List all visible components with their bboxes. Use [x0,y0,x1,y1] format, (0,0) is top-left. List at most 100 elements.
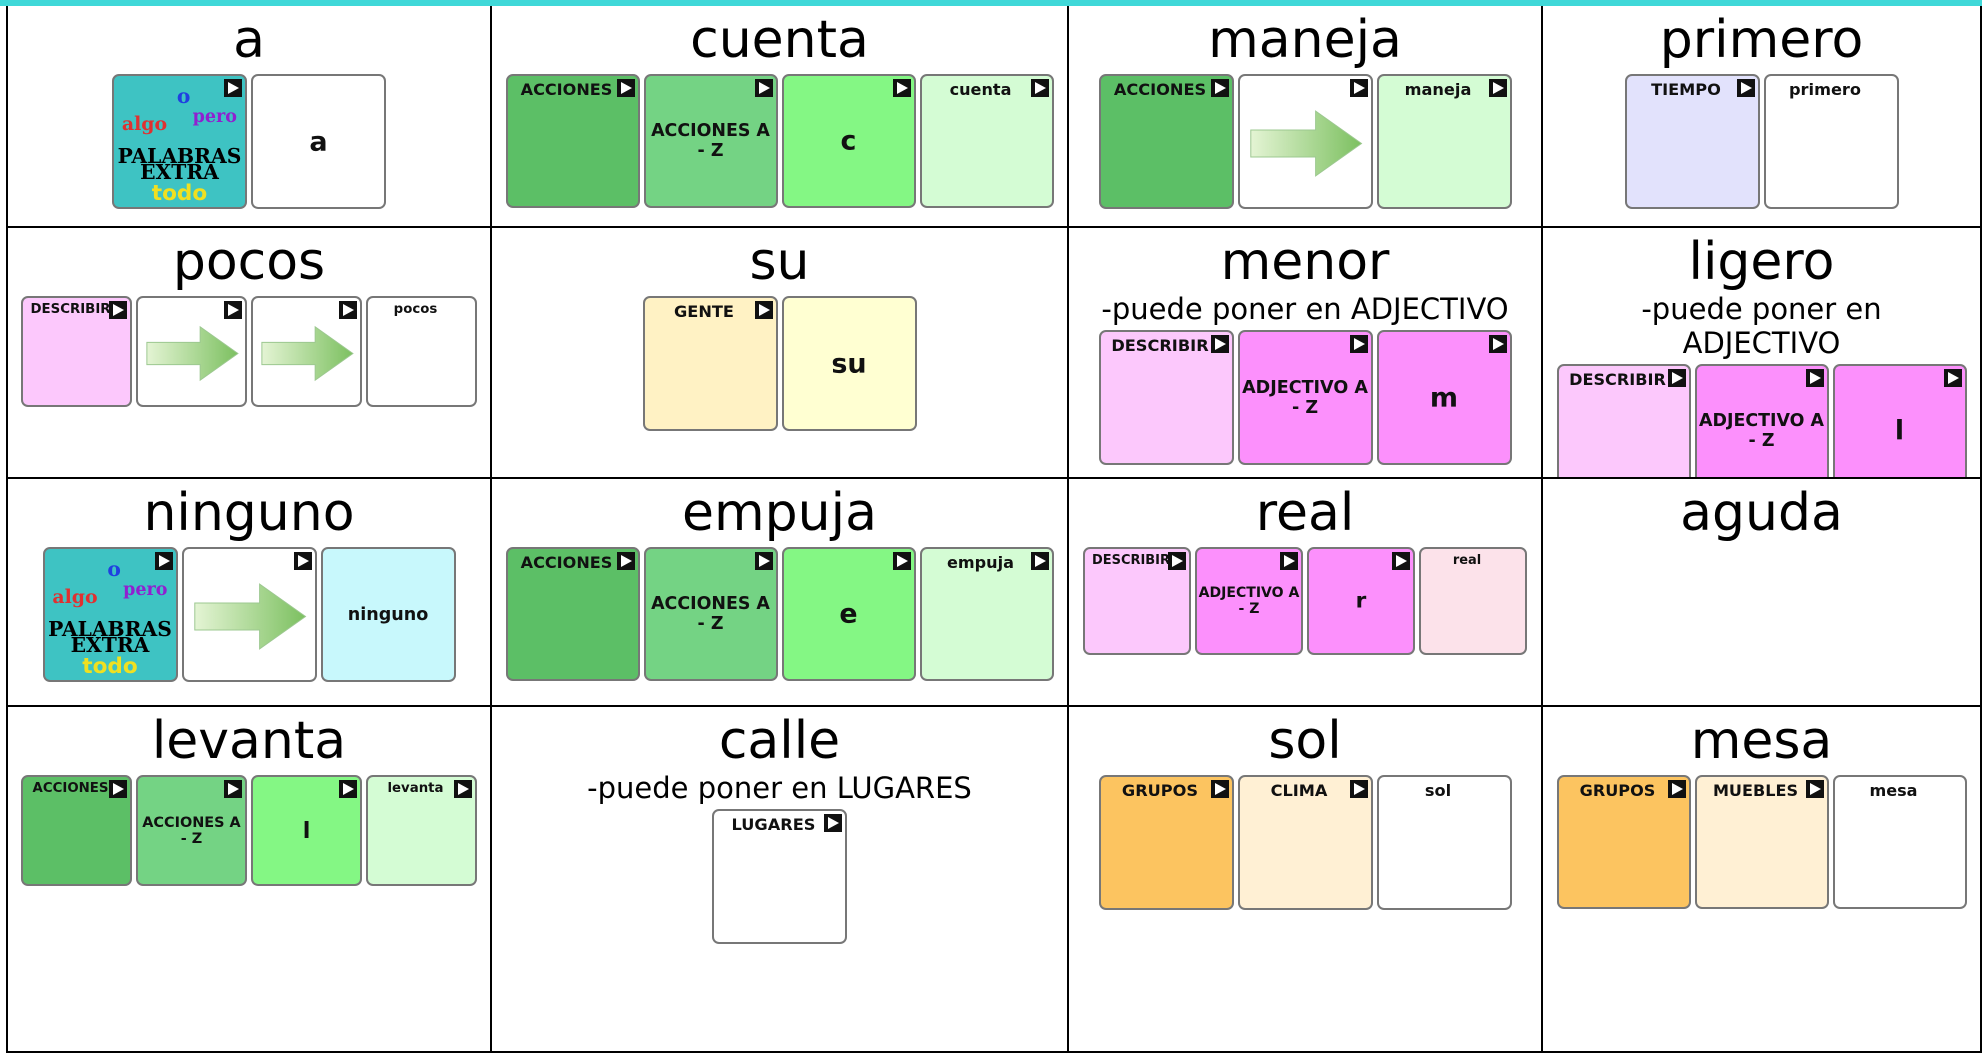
tile [1237,74,1373,209]
folder-icon [339,301,357,319]
tile-label: CLIMA [1270,781,1328,800]
folder-icon [1392,552,1410,570]
folder-icon [1030,79,1049,97]
tile: DESCRIBIR [21,296,132,407]
folder-icon [892,552,911,570]
folder-icon [109,301,127,319]
cell: maneja ACCIONES maneja [1069,6,1543,228]
folder-icon [1210,780,1229,798]
folder-icon [616,79,635,97]
folder-icon [1168,552,1186,570]
tile-label: DESCRIBIR [30,302,111,317]
cell: a o algo pero PALABRAS EXTRA todo a [6,6,492,228]
tile-row: DESCRIBIR pocos [21,296,477,407]
tile [136,296,247,407]
tile-row: o algo pero PALABRAS EXTRA todo ninguno [42,547,456,682]
tile: c [781,74,916,208]
folder-icon [754,79,773,97]
cell: ninguno o algo pero PALABRAS EXTRA todo ningun… [6,479,492,707]
tile-label: ACCIONES [520,553,613,572]
tile: CLIMA [1237,775,1373,910]
folder-icon [1349,335,1368,353]
tile: GRUPOS [1098,775,1234,910]
tile-row: DESCRIBIR ADJECTIVO A - Z r real [1083,547,1527,655]
folder-icon [454,780,472,798]
folder-icon [224,301,242,319]
tile-word: algo [121,112,168,135]
tile-row: ACCIONES maneja [1098,74,1512,209]
tile: ADJECTIVO A - Z [1694,364,1829,477]
tile: primero [1763,74,1899,209]
tile-row: TIEMPO primero [1624,74,1899,209]
tile: GRUPOS [1556,775,1691,909]
tile-word: PALABRAS [48,617,172,642]
tile-row: ACCIONES ACCIONES A - Z e empuja [505,547,1054,681]
cell-word: empuja [682,483,877,543]
cell-word: calle [718,711,841,771]
cell-note: -puede poner en ADJECTIVO [1641,292,1882,360]
tile-word: pero [123,580,168,601]
cell-word: maneja [1208,10,1402,70]
tile: e [781,547,916,681]
tile-label: real [1452,553,1482,568]
folder-icon [109,780,127,798]
cell: calle -puede poner en LUGARES LUGARES [492,707,1069,1053]
tile: ninguno [320,547,456,682]
cell-note: -puede poner en LUGARES [587,771,972,805]
cell-note: -puede poner en ADJECTIVO [1101,292,1509,326]
cell: aguda [1543,479,1982,707]
folder-icon [616,552,635,570]
tile-word: todo [151,180,208,206]
tile: real [1419,547,1527,655]
tile-label: GRUPOS [1579,781,1656,800]
tile: levanta [366,775,477,886]
cell-word: primero [1659,10,1864,70]
tile [251,296,362,407]
folder-icon [1805,369,1824,387]
tile: maneja [1376,74,1512,209]
tile-word: o [107,556,121,581]
tile-word: EXTRA [70,632,150,657]
tile-label: DESCRIBIR [1569,370,1666,389]
cell: cuenta ACCIONES ACCIONES A - Z c cuenta [492,6,1069,228]
tile: ACCIONES [1098,74,1234,209]
tile: DESCRIBIR [1083,547,1191,655]
tile: ACCIONES [505,547,640,681]
tile-row: LUGARES [712,809,847,944]
cell: menor -puede poner en ADJECTIVO DESCRIBIR A… [1069,228,1543,479]
tile-label: GRUPOS [1121,781,1199,800]
tile-label: TIEMPO [1651,80,1721,99]
folder-icon [892,79,911,97]
folder-icon [1667,780,1686,798]
folder-icon [1349,780,1368,798]
folder-icon [1805,780,1824,798]
cell-word: menor [1220,232,1390,292]
tile-label: ninguno [347,604,429,625]
cell: levanta ACCIONES ACCIONES A - Z l levanta [6,707,492,1053]
cell: sol GRUPOS CLIMA sol [1069,707,1543,1053]
arrow-icon [193,583,306,650]
tile-row: DESCRIBIR ADJECTIVO A - Z m [1098,330,1512,465]
tile: DESCRIBIR [1556,364,1691,477]
cell-word: a [233,10,265,70]
tile-label: mesa [1869,781,1918,800]
tile-row: ACCIONES ACCIONES A - Z l levanta [21,775,477,886]
tile: ACCIONES [505,74,640,208]
cell-word: ligero [1688,232,1835,292]
tile-label: ACCIONES [32,781,109,796]
tile-label: ADJECTIVO A - Z [1699,411,1824,451]
top-bar [0,0,1982,6]
tile-word: algo [52,585,98,608]
tile-label: maneja [1404,80,1472,99]
tile: su [781,296,917,431]
tile: ADJECTIVO A - Z [1195,547,1303,655]
folder-icon [754,552,773,570]
tile-label: ADJECTIVO A - Z [1198,585,1300,617]
tile: empuja [919,547,1054,681]
arrow-icon [146,325,239,382]
tile-label: ACCIONES A - Z [651,594,770,634]
tile: TIEMPO [1624,74,1760,209]
folder-icon [1280,552,1298,570]
tile-label: sol [1424,781,1452,800]
